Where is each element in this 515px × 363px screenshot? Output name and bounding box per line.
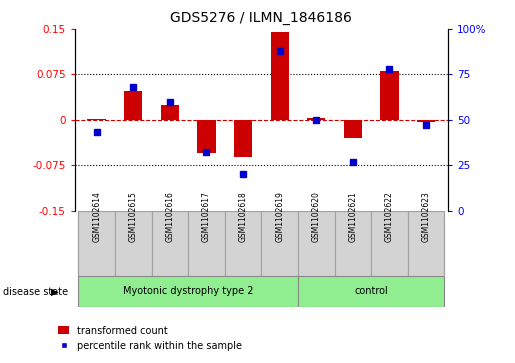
Text: GSM1102620: GSM1102620 [312, 191, 321, 242]
Bar [78, 211, 115, 276]
Bar [161, 105, 179, 120]
Text: GSM1102617: GSM1102617 [202, 191, 211, 242]
Bar [234, 120, 252, 157]
Text: control: control [354, 286, 388, 296]
Bar [298, 276, 444, 307]
Bar [124, 91, 142, 120]
Text: GSM1102615: GSM1102615 [129, 191, 138, 242]
Text: GSM1102623: GSM1102623 [422, 191, 431, 242]
Bar [417, 120, 435, 122]
Title: GDS5276 / ILMN_1846186: GDS5276 / ILMN_1846186 [170, 11, 352, 25]
Text: GSM1102619: GSM1102619 [275, 191, 284, 242]
Text: GSM1102618: GSM1102618 [238, 191, 248, 242]
Bar [78, 276, 298, 307]
Text: GSM1102622: GSM1102622 [385, 191, 394, 242]
Bar [197, 120, 216, 153]
Bar [298, 211, 335, 276]
Bar [307, 118, 325, 120]
Text: Myotonic dystrophy type 2: Myotonic dystrophy type 2 [123, 286, 253, 296]
Bar [88, 119, 106, 120]
Bar [335, 211, 371, 276]
Bar [270, 32, 289, 120]
Bar [261, 211, 298, 276]
Text: disease state: disease state [3, 287, 67, 297]
Text: GSM1102614: GSM1102614 [92, 191, 101, 242]
Bar [151, 211, 188, 276]
Bar [115, 211, 151, 276]
Bar [344, 120, 362, 138]
Legend: transformed count, percentile rank within the sample: transformed count, percentile rank withi… [54, 322, 246, 355]
Bar [381, 72, 399, 120]
Bar [225, 211, 261, 276]
Text: ▶: ▶ [50, 287, 58, 297]
Bar [408, 211, 444, 276]
Bar [371, 211, 408, 276]
Text: GSM1102621: GSM1102621 [348, 191, 357, 242]
Bar [188, 211, 225, 276]
Text: GSM1102616: GSM1102616 [165, 191, 175, 242]
